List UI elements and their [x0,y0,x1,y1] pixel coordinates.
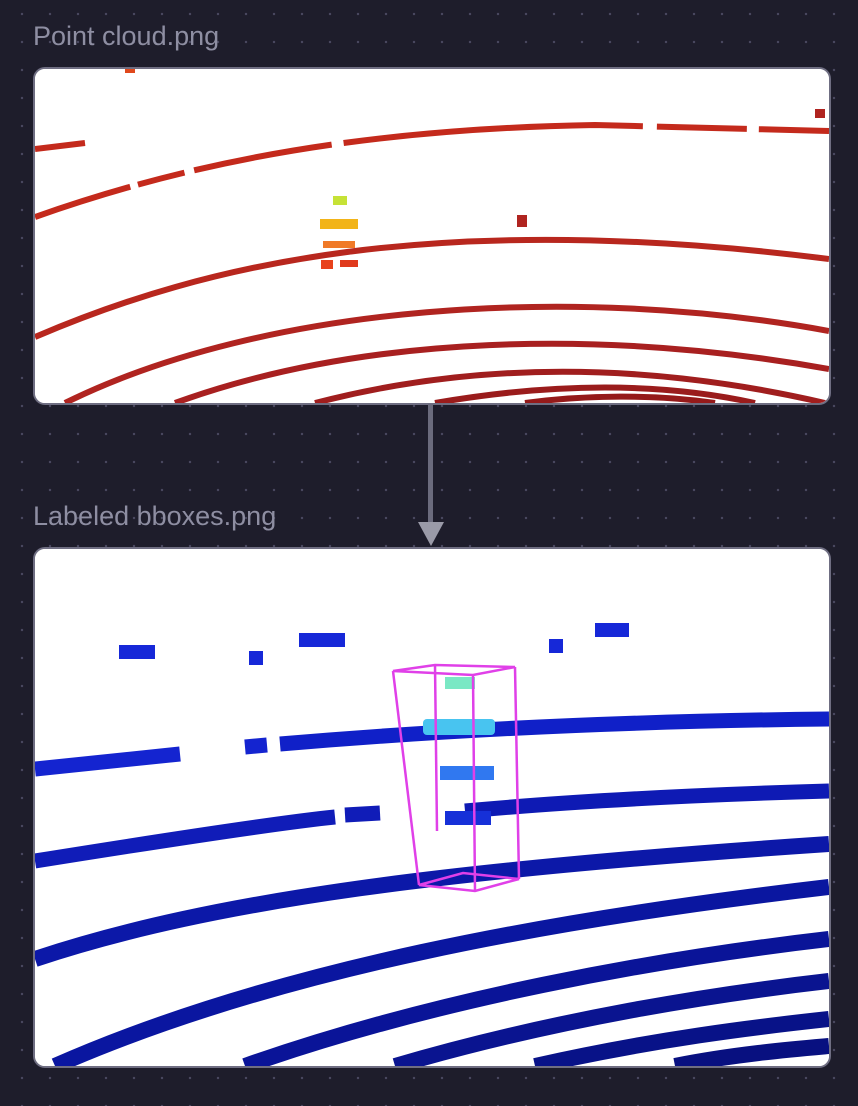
scan-ring [392,973,829,1066]
node-title-point-cloud: Point cloud.png [33,21,220,51]
scan-ring [533,1011,829,1066]
scan-ring [63,303,829,403]
labeled-bboxes-image [35,549,829,1066]
scan-ring [344,805,381,823]
point-cloud-node[interactable] [33,67,831,405]
scan-ring [279,711,829,752]
connector-edge[interactable] [428,404,433,524]
detected-object-points [125,69,825,269]
scan-ring [35,140,86,152]
object-points [423,677,495,825]
connector-arrowhead [418,522,444,546]
scan-ring [244,737,268,755]
scan-ring [242,931,829,1066]
scan-ring [35,809,336,869]
scan-ring [51,879,829,1066]
scan-ring [35,836,829,967]
point-cloud-image [35,69,829,403]
far-points [119,623,629,665]
scan-ring [35,746,181,777]
node-title-labeled-bboxes: Labeled bboxes.png [33,501,277,531]
scan-ring [434,384,756,403]
scan-ring [524,393,716,403]
bbox-3d-outline [391,663,521,893]
labeled-bboxes-node[interactable] [33,547,831,1068]
scan-ring [173,340,829,403]
scan-ring [673,1038,829,1066]
scan-ring [35,121,829,220]
scan-ring [314,368,826,403]
scan-ring [35,236,829,340]
